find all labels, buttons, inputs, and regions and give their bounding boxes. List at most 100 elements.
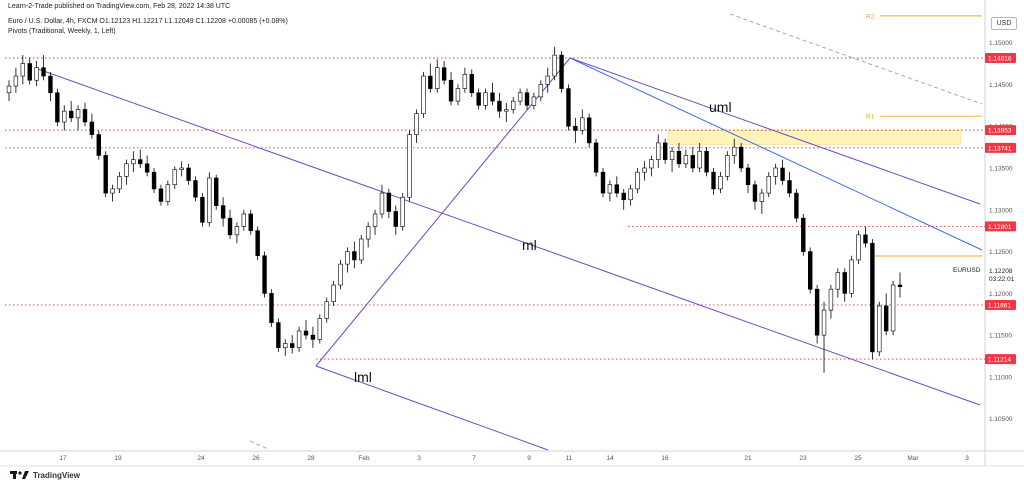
level-price-tag: [985, 125, 1016, 136]
candle-body: [317, 318, 323, 340]
y-tick-label: 1.13000: [989, 207, 1013, 214]
candle-body: [289, 343, 295, 348]
candle-body: [649, 159, 654, 169]
candle-body: [635, 171, 640, 190]
candle-body: [158, 188, 164, 202]
candle-body: [497, 100, 502, 112]
candle-body: [62, 110, 67, 123]
candle-body: [379, 192, 385, 215]
x-tick-label: 19: [114, 455, 122, 462]
candle-body: [683, 155, 689, 165]
candle-body: [524, 92, 530, 106]
candle-body: [531, 96, 537, 106]
candle-body: [13, 75, 19, 87]
currency-selector[interactable]: USD: [991, 17, 1017, 30]
candle-body: [200, 196, 205, 223]
x-tick-label: 23: [799, 455, 807, 462]
candle-body: [821, 309, 827, 336]
x-tick-label: 26: [252, 455, 260, 462]
level-price-tag: [985, 354, 1016, 365]
candle-body: [593, 142, 599, 173]
candle-body: [386, 192, 392, 212]
candle-body: [718, 176, 723, 190]
candle-body: [511, 100, 516, 110]
candle-body: [849, 259, 854, 294]
candle-body: [552, 54, 557, 77]
candle-body: [863, 234, 868, 244]
candle-body: [580, 117, 585, 131]
candle-body: [407, 134, 412, 198]
y-tick-label: 1.12500: [989, 249, 1013, 256]
candle-body: [172, 169, 177, 186]
candle-body: [787, 180, 792, 194]
candle-body: [766, 176, 771, 194]
x-tick-label: 7: [472, 455, 476, 462]
candle-body: [131, 159, 136, 165]
y-tick-label: 1.15000: [989, 40, 1013, 47]
candle-body: [773, 167, 778, 177]
pitchfork-lower-line: [315, 365, 549, 451]
level-price-label: 1.14816: [988, 55, 1012, 62]
pivots-indicator-line[interactable]: Pivots (Traditional, Weekly, 1, Left): [8, 28, 116, 35]
tradingview-logo-icon: [10, 471, 29, 479]
candle-body: [6, 85, 12, 94]
candle-body: [801, 217, 806, 252]
candle-body: [359, 238, 364, 261]
candle-body: [794, 192, 799, 219]
candle-body: [345, 251, 350, 265]
candle-body: [179, 167, 184, 170]
x-tick-label: Mar: [907, 455, 919, 462]
candle-body: [566, 88, 571, 127]
candle-body: [75, 109, 81, 119]
candle-body: [110, 188, 115, 194]
candle-body: [186, 167, 191, 181]
candle-body: [732, 146, 737, 156]
candle-body: [483, 92, 488, 106]
level-price-label: 1.13953: [988, 128, 1012, 135]
x-tick-label: 21: [744, 455, 752, 462]
candle-body: [538, 84, 544, 98]
candle-body: [34, 67, 39, 81]
candle-body: [352, 251, 357, 261]
candle-body: [117, 176, 122, 190]
candle-body: [559, 54, 564, 89]
x-tick-label: 14: [606, 455, 614, 462]
candle-body: [517, 92, 523, 102]
candle-body: [504, 109, 509, 112]
candle-body: [890, 284, 896, 332]
candle-body: [220, 205, 226, 219]
y-tick-label: 1.10500: [989, 416, 1013, 423]
candle-body: [828, 288, 834, 311]
candle-body: [48, 75, 53, 94]
symbol-ohlc-line[interactable]: Euro / U.S. Dollar, 4h, FXCM O1.12123 H1…: [8, 18, 288, 25]
candle-body: [842, 272, 847, 294]
candle-body: [490, 92, 495, 102]
y-tick-label: 1.13500: [989, 165, 1013, 172]
candle-body: [428, 75, 433, 89]
last-price-label: 1.12208: [989, 268, 1013, 275]
candle-body: [144, 163, 150, 173]
candle-body: [20, 63, 26, 77]
candle-body: [455, 88, 461, 102]
level-price-label: 1.11214: [988, 357, 1011, 364]
dashed-upper-line: [729, 13, 983, 105]
candle-body: [725, 155, 730, 177]
candle-body: [697, 150, 702, 169]
level-price-tag: [985, 299, 1016, 310]
candle-body: [269, 293, 274, 323]
candle-body: [103, 155, 108, 194]
candle-body: [780, 167, 785, 181]
candle-body: [41, 67, 46, 77]
candle-body: [421, 75, 426, 114]
candle-body: [448, 79, 454, 102]
candle-body: [276, 322, 281, 348]
candle-body: [165, 184, 171, 202]
pitchfork-upper-line: [569, 57, 981, 205]
x-tick-label: 9: [527, 455, 531, 462]
candle-body: [310, 334, 316, 340]
level-price-label: 1.11861: [988, 302, 1011, 309]
candle-body: [607, 184, 613, 194]
candle-body: [745, 167, 751, 186]
candle-body: [759, 192, 765, 202]
